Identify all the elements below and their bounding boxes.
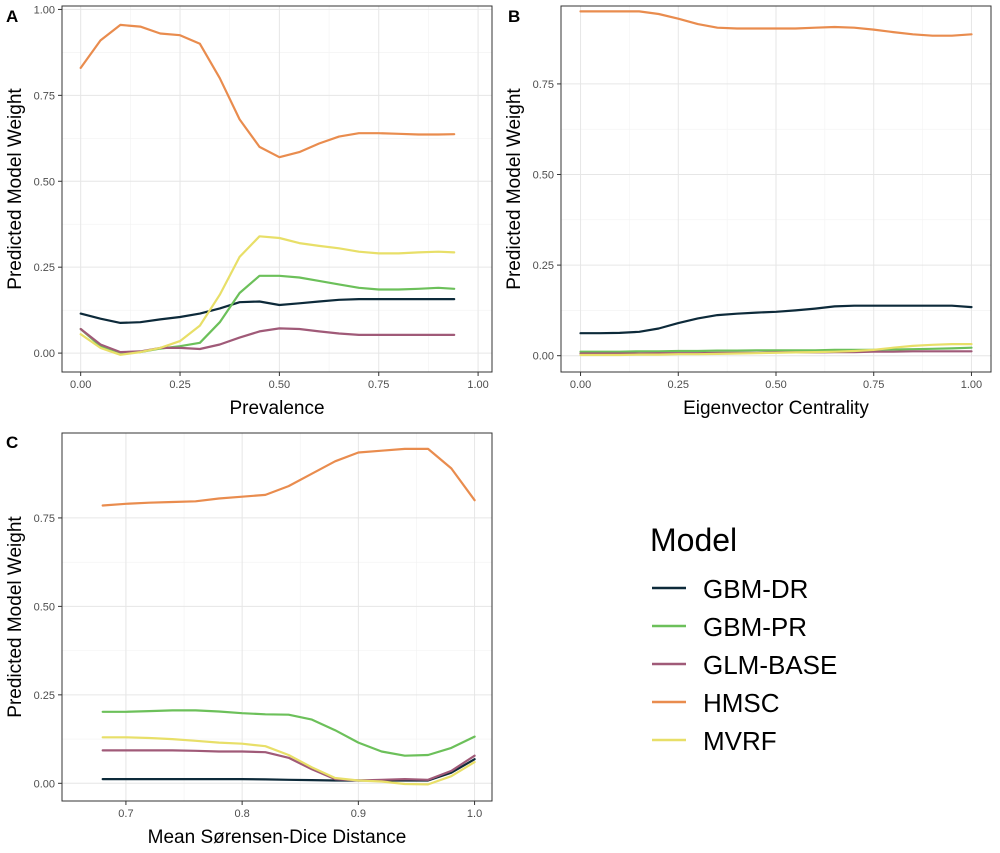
x-tick-label: 0.8 [234,808,249,820]
series-line-gbm-dr [579,304,973,335]
x-tick-label: 1.00 [467,379,488,391]
x-axis-title: Prevalence [229,398,324,419]
y-axis-title: Predicted Model Weight [504,88,525,290]
x-tick-label: 0.75 [368,379,389,391]
y-tick-label: 0.25 [533,260,554,272]
y-tick-label: 0.25 [34,690,55,702]
y-tick-label: 0.00 [34,778,55,790]
legend-label-mvrf: MVRF [703,726,777,756]
series-line-hmsc [579,10,973,37]
y-tick-label: 0.50 [533,170,554,182]
panel-a: 0.00 0.25 0.50 0.75 1.00 0.00 0.25 0.50 0.75 1.00… [5,4,493,419]
x-tick-label: 0.50 [269,379,290,391]
x-tick-label: 0.9 [351,808,366,820]
x-tick-label: 0.00 [570,379,591,391]
series-line-gbm-dr [101,758,476,782]
series-line-gbm-dr [79,298,456,324]
series-line-mvrf [79,235,456,356]
series-line-glm-base [79,327,456,354]
series-line-hmsc [79,23,456,159]
y-tick-label: 0.00 [533,351,554,363]
series-line-gbm-pr [79,274,456,354]
series-line-gbm-pr [579,346,973,353]
y-axis-title: Predicted Model Weight [5,516,26,718]
y-axis-title: Predicted Model Weight [5,88,26,290]
x-tick-label: 0.7 [118,808,133,820]
panel-c: 0.7 0.8 0.9 1.0 0.00 0.25 0.50 0.75 Mean Sørense… [5,432,493,848]
series-line-mvrf [101,736,476,786]
legend-label-gbm-pr: GBM-PR [703,612,807,642]
x-tick-label: 1.0 [467,808,482,820]
panel-border [61,432,493,802]
x-tick-label: 1.00 [961,379,982,391]
y-tick-label: 0.25 [34,262,55,274]
legend-title: Model [650,522,737,558]
y-tick-label: 0.50 [34,601,55,613]
y-tick-label: 0.50 [34,176,55,188]
y-tick-label: 0.75 [34,90,55,102]
series-line-glm-base [101,749,476,782]
legend-entry-glm-base: GLM-BASE [652,650,837,680]
x-tick-label: 0.25 [169,379,190,391]
x-tick-label: 0.75 [863,379,884,391]
panel-border [61,5,493,373]
series-line-gbm-pr [101,709,476,757]
x-axis-title: Mean Sørensen-Dice Distance [148,827,407,848]
legend-label-glm-base: GLM-BASE [703,650,837,680]
legend-label-gbm-dr: GBM-DR [703,574,808,604]
legend-entry-hmsc: HMSC [652,688,780,718]
x-tick-label: 0.25 [668,379,689,391]
panel-label: A [6,7,18,26]
y-tick-label: 0.00 [34,348,55,360]
legend-label-hmsc: HMSC [703,688,780,718]
y-tick-label: 0.75 [34,513,55,525]
y-tick-label: 0.75 [533,79,554,91]
series-line-mvrf [579,343,973,357]
x-tick-label: 0.50 [765,379,786,391]
legend-entry-gbm-dr: GBM-DR [652,574,808,604]
legend-entry-mvrf: MVRF [652,726,777,756]
series-line-hmsc [101,447,476,507]
y-tick-label: 1.00 [34,4,55,16]
x-axis-title: Eigenvector Centrality [683,398,869,419]
legend-entry-gbm-pr: GBM-PR [652,612,807,642]
panel-label: C [6,433,18,452]
legend: Model GBM-DR GBM-PR GLM-BASE HMSC MVRF [650,522,837,756]
x-tick-label: 0.00 [70,379,91,391]
panel-b: 0.00 0.25 0.50 0.75 1.00 0.00 0.25 0.50 0.75 Eige… [504,5,992,419]
panel-label: B [508,7,520,26]
